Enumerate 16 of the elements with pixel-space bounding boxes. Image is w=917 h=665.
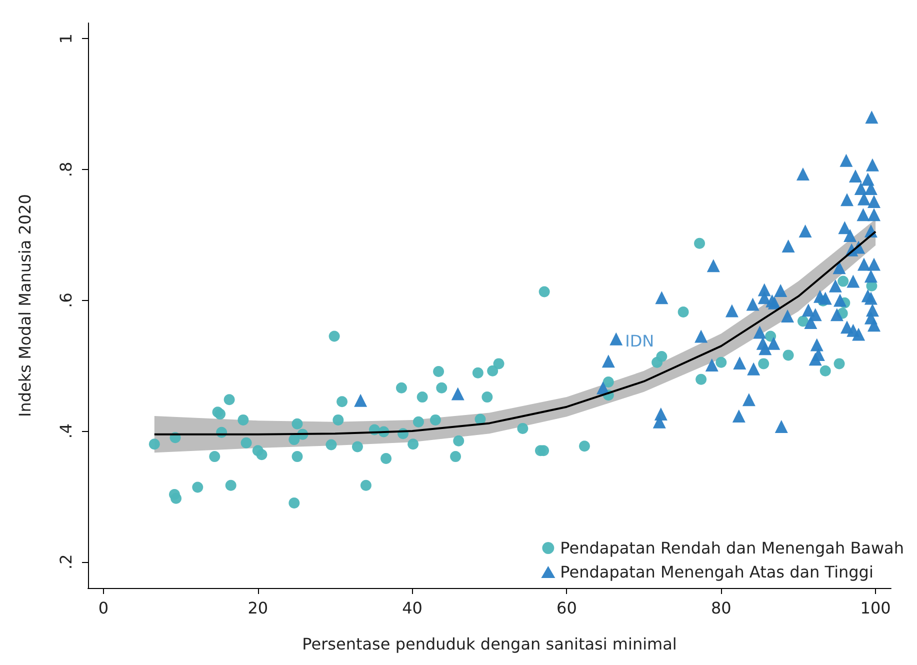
- legend-label: Pendapatan Menengah Atas dan Tinggi: [560, 562, 874, 582]
- y-tick-label: 1: [56, 34, 76, 44]
- y-tick-label: .6: [56, 292, 76, 308]
- x-tick-label: 20: [248, 598, 268, 618]
- x-tick-label: 80: [710, 598, 732, 618]
- y-tick-label: .4: [56, 423, 76, 439]
- x-tick-label: 40: [402, 598, 422, 618]
- x-tick-label: 60: [556, 598, 577, 618]
- y-tick-label: .8: [56, 162, 76, 178]
- legend-label: Pendapatan Rendah dan Menengah Bawah: [560, 538, 904, 558]
- y-axis-title: Indeks Modal Manusia 2020: [16, 194, 34, 417]
- x-axis-title: Persentase penduduk dengan sanitasi minimal: [302, 634, 677, 654]
- x-tick-label: 0: [98, 598, 109, 618]
- annotation: IDN: [625, 331, 654, 350]
- y-tick-label: .2: [56, 554, 76, 570]
- x-tick-label: 100: [860, 598, 891, 618]
